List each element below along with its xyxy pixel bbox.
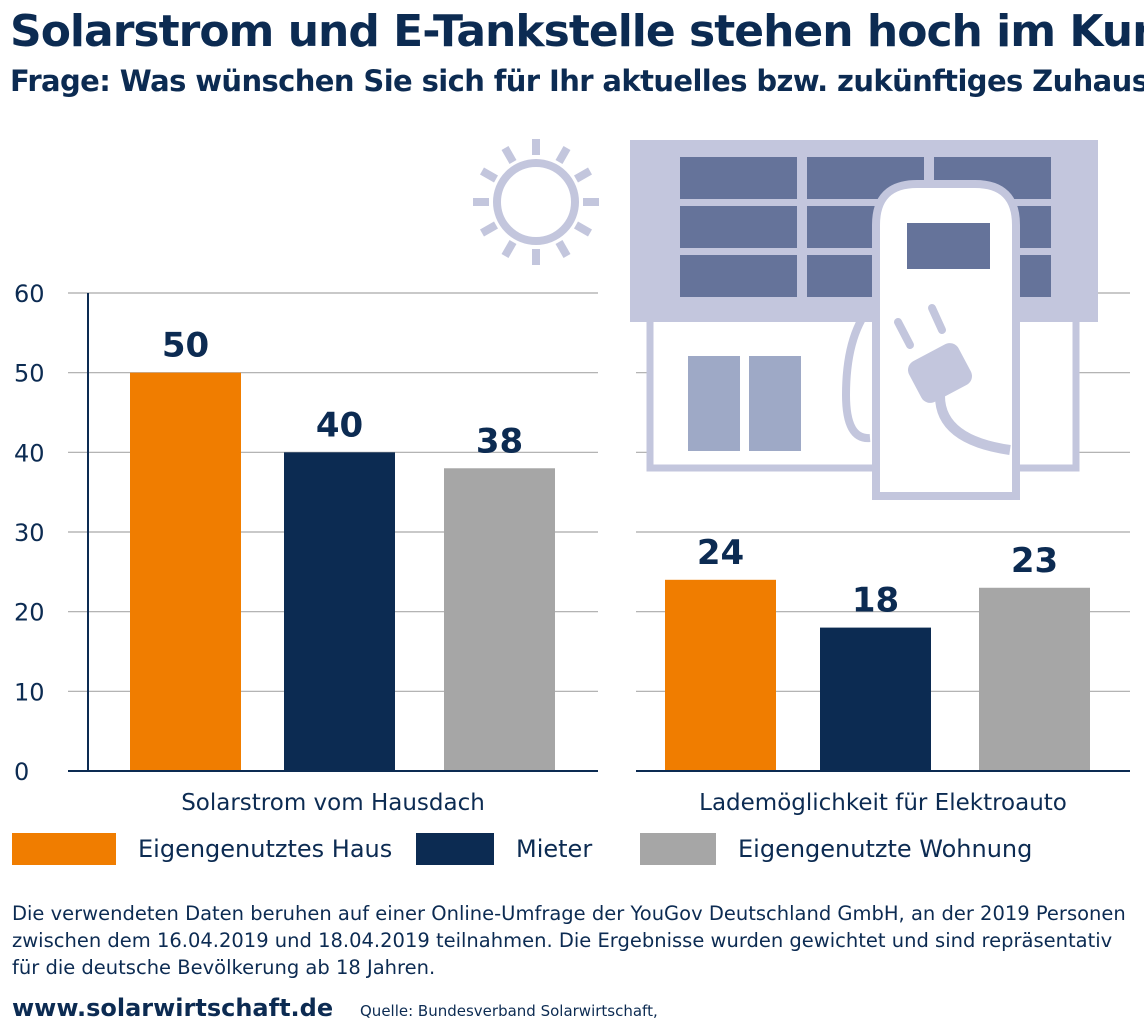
- bar-1-2: [284, 452, 395, 771]
- legend-swatch-gray: [640, 833, 716, 865]
- bar-2-1: [665, 579, 776, 771]
- y-tick-label: 0: [14, 758, 29, 786]
- chart-subtitle: Frage: Was wünschen Sie sich für Ihr akt…: [10, 64, 1144, 98]
- sun-icon: [473, 139, 599, 265]
- bars: [130, 372, 1090, 771]
- charging-station-icon: [841, 180, 1020, 500]
- plug-icon: [894, 304, 1011, 455]
- legend-label: Eigengenutztes Haus: [138, 835, 393, 863]
- legend-item-mieter: Mieter: [416, 832, 592, 866]
- legend-swatch-orange: [12, 833, 116, 865]
- data-label: 24: [697, 533, 744, 573]
- y-tick-label: 40: [14, 439, 45, 467]
- bar-1-3: [444, 468, 555, 771]
- legend-item-eigengenutzte-wohnung: Eigengenutzte Wohnung: [640, 832, 1032, 866]
- y-tick-label: 30: [14, 519, 45, 547]
- house-with-solar-panels-icon: [630, 140, 1098, 472]
- category-label: Lademöglichkeit für Elektroauto: [699, 790, 1067, 816]
- legend-item-eigengenutztes-haus: Eigengenutztes Haus: [12, 832, 392, 866]
- source-credit: Quelle: Bundesverband Solarwirtschaft,: [360, 1002, 658, 1020]
- category-labels: Solarstrom vom Hausdach Lademöglichkeit f…: [181, 790, 1067, 816]
- data-label: 18: [852, 581, 899, 621]
- category-label: Solarstrom vom Hausdach: [181, 790, 485, 816]
- data-label: 38: [476, 421, 523, 461]
- website-link[interactable]: www.solarwirtschaft.de: [12, 994, 334, 1022]
- data-label: 50: [162, 326, 209, 366]
- legend-label: Mieter: [516, 835, 593, 863]
- bar-2-2: [820, 627, 931, 771]
- y-tick-label: 60: [14, 280, 45, 308]
- data-labels: 50 40 38 24 18 23: [162, 326, 1058, 621]
- data-label: 40: [316, 405, 363, 445]
- legend-swatch-navy: [416, 833, 494, 865]
- bar-chart: 0 10 20 30 40 50 60 50 40 38 24 18 23 Solarstrom vo…: [14, 139, 1130, 816]
- chart-title: Solarstrom und E-Tankstelle stehen hoch …: [10, 6, 1144, 57]
- y-tick-label: 10: [14, 678, 45, 706]
- y-tick-label: 20: [14, 599, 45, 627]
- bar-2-3: [979, 587, 1090, 771]
- data-label: 23: [1011, 541, 1058, 581]
- bar-1-1: [130, 372, 241, 771]
- y-tick-label: 50: [14, 360, 45, 388]
- methodology-note: Die verwendeten Daten beruhen auf einer …: [12, 902, 1126, 979]
- y-axis-ticks: 0 10 20 30 40 50 60: [14, 280, 45, 786]
- legend-label: Eigengenutzte Wohnung: [738, 835, 1033, 863]
